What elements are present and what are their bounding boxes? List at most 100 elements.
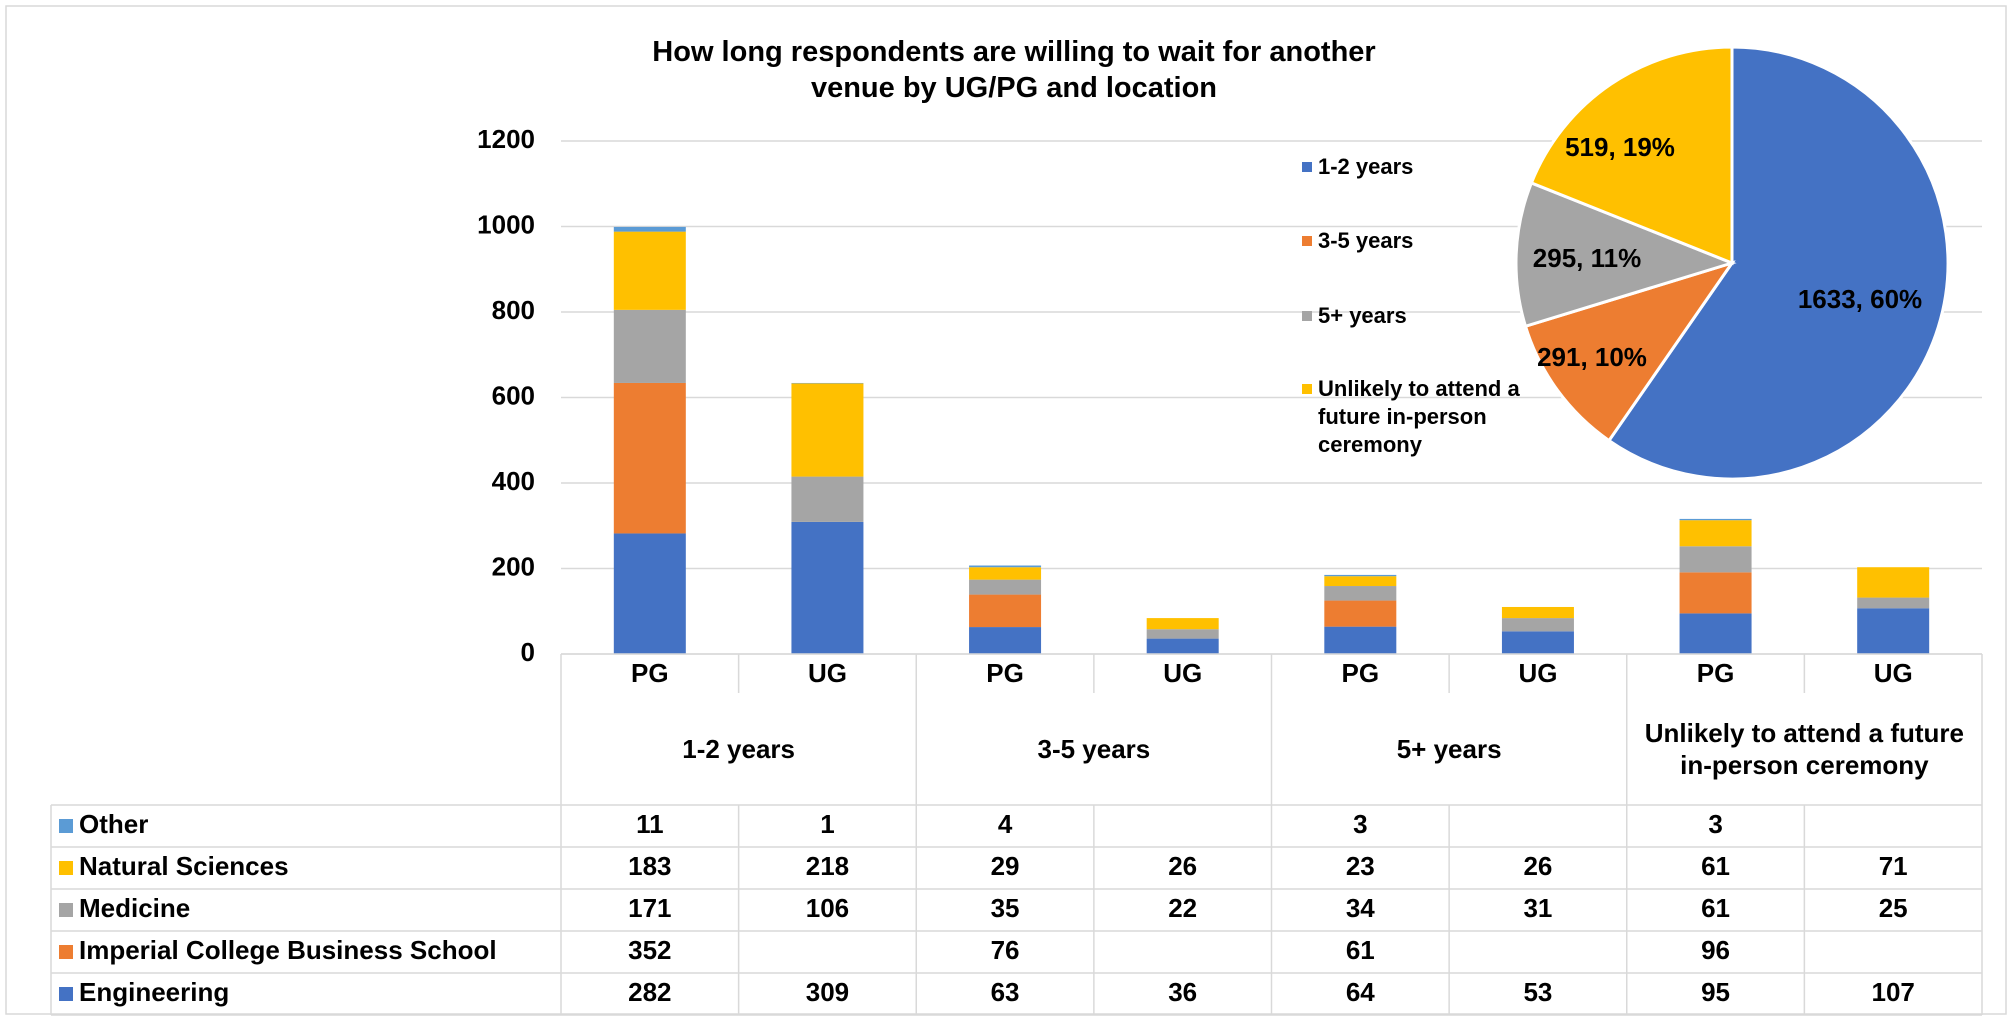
table-value: 61 bbox=[1346, 935, 1375, 965]
y-tick-label: 800 bbox=[492, 295, 535, 325]
table-value: 61 bbox=[1701, 851, 1730, 881]
bar-segment bbox=[1501, 631, 1574, 654]
legend-key bbox=[1302, 384, 1312, 394]
table-value: 26 bbox=[1168, 851, 1197, 881]
bar-segment bbox=[1679, 572, 1752, 614]
legend-key bbox=[59, 945, 73, 959]
bar-segment bbox=[1324, 586, 1397, 601]
table-value: 63 bbox=[991, 977, 1020, 1007]
y-tick-label: 0 bbox=[521, 637, 535, 667]
bar-segment bbox=[1679, 520, 1752, 547]
bar-segment bbox=[1324, 574, 1397, 577]
x-tick-label: UG bbox=[808, 658, 847, 688]
bar-segment bbox=[969, 579, 1042, 595]
bar-segment bbox=[1146, 638, 1219, 654]
bar-segment bbox=[1679, 613, 1752, 654]
table-value: 26 bbox=[1523, 851, 1552, 881]
pie-slice bbox=[1514, 180, 1737, 329]
bar-segment bbox=[969, 627, 1042, 654]
table-value: 1 bbox=[820, 809, 834, 839]
table-value: 76 bbox=[991, 935, 1020, 965]
table-value: 183 bbox=[628, 851, 671, 881]
bar-segment bbox=[791, 383, 864, 477]
bar-segment bbox=[969, 567, 1042, 580]
table-value: 218 bbox=[806, 851, 849, 881]
table-value: 31 bbox=[1523, 893, 1552, 923]
bar-segment bbox=[613, 231, 686, 310]
table-value: 171 bbox=[628, 893, 671, 923]
legend-key bbox=[1302, 162, 1312, 172]
bar-segment bbox=[1324, 626, 1397, 654]
legend-key bbox=[1302, 236, 1312, 246]
x-tick-label: UG bbox=[1874, 658, 1913, 688]
table-value: 25 bbox=[1879, 893, 1908, 923]
pie-slice bbox=[1523, 260, 1736, 443]
x-tick-label: UG bbox=[1518, 658, 1557, 688]
bar-segment bbox=[613, 309, 686, 383]
legend-key bbox=[1302, 311, 1312, 321]
bar-segment bbox=[1146, 629, 1219, 639]
legend-key bbox=[59, 987, 73, 1001]
group-label: 1-2 years bbox=[682, 734, 795, 764]
table-value: 35 bbox=[991, 893, 1020, 923]
series-name: Natural Sciences bbox=[79, 851, 289, 881]
x-tick-label: PG bbox=[1342, 658, 1380, 688]
legend-label: 1-2 years bbox=[1318, 154, 1414, 179]
bar-segment bbox=[969, 565, 1042, 568]
bar-segment bbox=[1324, 576, 1397, 587]
group-label: 3-5 years bbox=[1037, 734, 1151, 764]
table-value: 23 bbox=[1346, 851, 1375, 881]
series-name: Engineering bbox=[79, 977, 229, 1007]
group-label: 5+ years bbox=[1396, 734, 1502, 764]
bar-segment bbox=[1679, 546, 1752, 573]
pie-slice bbox=[1606, 45, 1950, 481]
bar-segment bbox=[791, 476, 864, 522]
table-value: 107 bbox=[1871, 977, 1914, 1007]
y-tick-label: 1200 bbox=[477, 124, 535, 154]
y-tick-label: 600 bbox=[492, 380, 535, 410]
x-tick-label: PG bbox=[1697, 658, 1735, 688]
bar-segment bbox=[1501, 618, 1574, 632]
bar-segment bbox=[969, 594, 1042, 628]
legend-label: Unlikely to attend a future in-person ce… bbox=[1318, 376, 1520, 457]
table-value: 11 bbox=[636, 809, 664, 839]
group-label: Unlikely to attend a future in-person ce… bbox=[1644, 718, 1964, 780]
x-tick-label: PG bbox=[986, 658, 1024, 688]
table-value: 64 bbox=[1346, 977, 1375, 1007]
x-tick-label: UG bbox=[1163, 658, 1202, 688]
x-tick-label: PG bbox=[631, 658, 669, 688]
y-tick-label: 1000 bbox=[477, 209, 535, 239]
legend-key bbox=[59, 861, 73, 875]
bar-segment bbox=[613, 226, 686, 232]
data-label: 1633, 60% bbox=[1798, 284, 1922, 314]
table-value: 282 bbox=[628, 977, 671, 1007]
table-value: 53 bbox=[1523, 977, 1552, 1007]
table-value: 309 bbox=[806, 977, 849, 1007]
data-label: 295, 11% bbox=[1533, 243, 1641, 273]
data-label: 291, 10% bbox=[1537, 342, 1647, 372]
y-tick-label: 400 bbox=[492, 466, 535, 496]
y-tick-label: 200 bbox=[492, 551, 535, 581]
bar-segment bbox=[1679, 518, 1752, 521]
legend-label: 3-5 years bbox=[1318, 228, 1414, 253]
legend-key bbox=[59, 903, 73, 917]
table-value: 61 bbox=[1701, 893, 1730, 923]
table-value: 4 bbox=[998, 809, 1013, 839]
bar-segment bbox=[1857, 567, 1930, 598]
table-value: 3 bbox=[1708, 809, 1722, 839]
table-value: 95 bbox=[1701, 977, 1730, 1007]
table-value: 22 bbox=[1168, 893, 1197, 923]
series-name: Other bbox=[79, 809, 148, 839]
chart-title: How long respondents are willing to wait… bbox=[652, 36, 1376, 104]
bar-segment bbox=[1146, 618, 1219, 630]
table-value: 106 bbox=[806, 893, 849, 923]
bar-segment bbox=[1501, 606, 1574, 619]
table-value: 96 bbox=[1701, 935, 1730, 965]
legend-label: 5+ years bbox=[1318, 303, 1407, 328]
bar-segment bbox=[791, 521, 864, 654]
data-label: 519, 19% bbox=[1565, 132, 1675, 162]
table-value: 36 bbox=[1168, 977, 1197, 1007]
bar-segment bbox=[1324, 600, 1397, 627]
